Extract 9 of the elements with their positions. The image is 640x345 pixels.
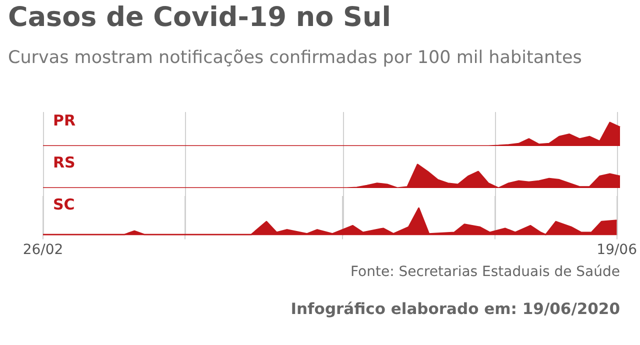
chart-title: Casos de Covid-19 no Sul [8,2,391,33]
x-tick-label: 19/06 [596,242,638,258]
series-label: PR [53,111,76,130]
source-note: Fonte: Secretarias Estaduais de Saúde [350,264,620,280]
chart-subtitle: Curvas mostram notificações confirmadas por 100 mil habitantes [8,48,582,68]
x-tick-label: 26/02 [22,242,64,258]
text: Infográfico elaborado em: 19/06/2020 [290,300,620,318]
series-label: SC [53,195,75,214]
series-label: RS [53,153,76,172]
